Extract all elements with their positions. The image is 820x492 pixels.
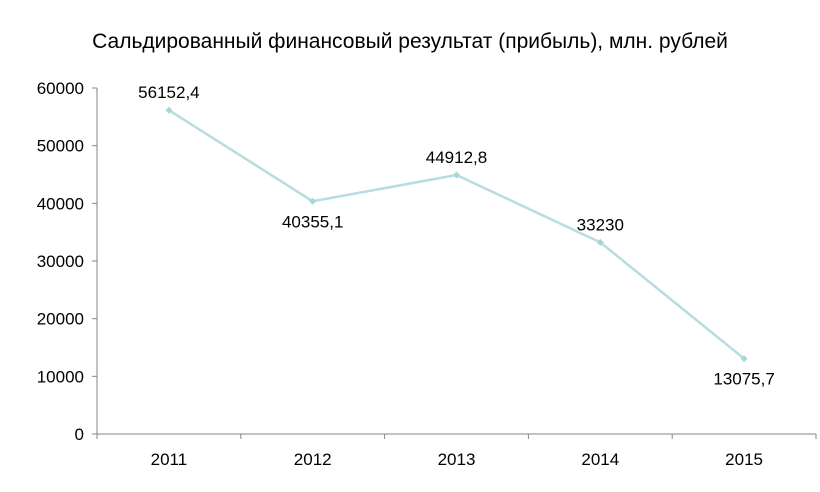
y-tick-label: 30000 [37,252,84,271]
data-point [309,197,317,205]
y-tick-label: 0 [75,425,84,444]
x-tick-label: 2011 [151,450,188,469]
data-label: 56152,4 [138,83,199,102]
y-tick-label: 50000 [37,137,84,156]
data-point [453,171,460,179]
chart-title: Сальдированный финансовый результат (при… [92,30,728,53]
y-tick-label: 40000 [37,194,84,213]
y-tick-label: 60000 [37,79,84,98]
data-point [596,238,604,246]
data-point [740,355,748,363]
data-label: 33230 [577,215,624,234]
x-tick-label: 2013 [438,450,476,469]
y-tick-label: 10000 [37,367,84,386]
x-tick-label: 2015 [725,450,763,469]
x-tick-label: 2012 [294,450,332,469]
x-tick-label: 2014 [581,450,619,469]
y-tick-label: 20000 [37,310,84,329]
data-label: 13075,7 [713,370,774,389]
data-label: 40355,1 [282,212,343,231]
data-label: 44912,8 [426,148,487,167]
data-point [165,106,173,114]
